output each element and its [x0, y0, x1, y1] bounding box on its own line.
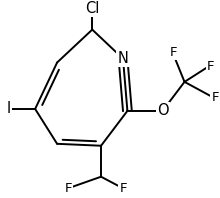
Text: I: I: [7, 101, 11, 116]
Text: N: N: [117, 51, 128, 66]
Text: F: F: [119, 182, 127, 195]
Text: F: F: [207, 60, 215, 73]
Text: Cl: Cl: [85, 1, 99, 16]
Text: O: O: [157, 103, 168, 118]
Text: F: F: [211, 91, 219, 104]
Text: F: F: [170, 46, 177, 59]
Text: F: F: [64, 182, 72, 195]
